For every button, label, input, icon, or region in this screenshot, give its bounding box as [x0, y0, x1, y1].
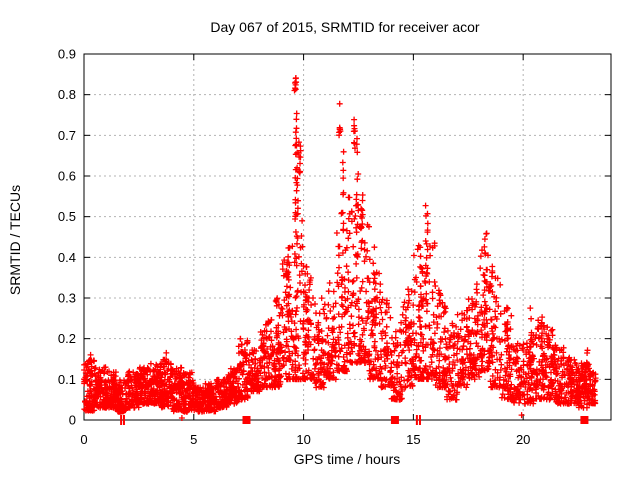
x-tick-label: 0: [80, 432, 87, 447]
y-tick-label: 0.7: [58, 128, 76, 143]
x-tick-label: 15: [406, 432, 420, 447]
y-tick-label: 0.5: [58, 209, 76, 224]
x-tick-label: 20: [516, 432, 530, 447]
x-tick-label: 5: [190, 432, 197, 447]
axis-square-marker: [242, 416, 251, 424]
axis-square-marker: [580, 416, 589, 424]
x-tick-labels: 0 5 10 15 20: [80, 432, 530, 447]
y-tick-label: 0.3: [58, 291, 76, 306]
chart-title: Day 067 of 2015, SRMTID for receiver aco…: [210, 19, 480, 35]
y-tick-label: 0.8: [58, 87, 76, 102]
x-tick-label: 10: [296, 432, 310, 447]
x-axis-label: GPS time / hours: [294, 451, 401, 467]
y-axis-label: SRMTID / TECUs: [7, 185, 23, 295]
y-tick-label: 0.9: [58, 47, 76, 62]
axis-event-markers: [120, 415, 589, 425]
y-tick-label: 0.1: [58, 372, 76, 387]
data-points: [81, 75, 599, 421]
y-tick-label: 0.6: [58, 169, 76, 184]
y-tick-labels: 0 0.1 0.2 0.3 0.4 0.5 0.6 0.7 0.8 0.9: [58, 47, 76, 428]
plot-border: [83, 53, 612, 421]
axis-square-marker: [390, 416, 399, 424]
y-tick-label: 0.2: [58, 331, 76, 346]
y-tick-label: 0.4: [58, 250, 76, 265]
y-tick-label: 0: [69, 413, 76, 428]
